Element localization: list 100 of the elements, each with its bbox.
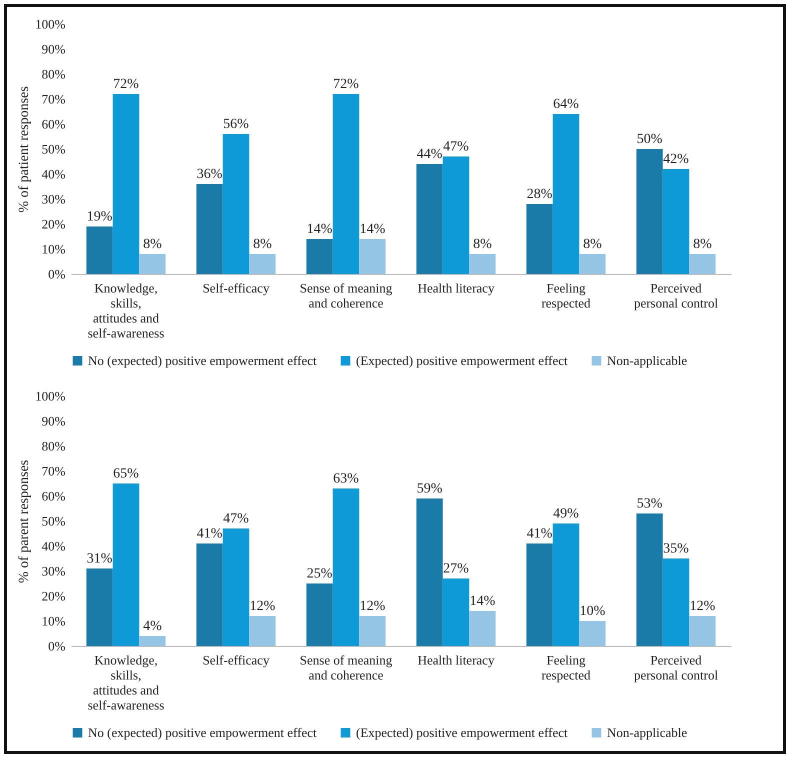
bar — [442, 578, 470, 646]
x-tick-label: Feeling respected — [541, 652, 592, 682]
data-label: 10% — [580, 604, 606, 619]
bar — [112, 94, 140, 274]
legend-label: Non-applicable — [607, 724, 688, 740]
y-tick-label: 40% — [42, 538, 66, 554]
bar — [332, 94, 360, 274]
bar — [526, 544, 553, 646]
bar — [469, 611, 496, 646]
data-label: 8% — [693, 237, 712, 252]
y-tick-label: 70% — [42, 464, 66, 478]
x-tick-label: Perceived personal control — [634, 280, 718, 310]
data-label: 19% — [86, 210, 113, 224]
data-label: 14% — [306, 222, 333, 237]
bar — [139, 254, 166, 274]
bar — [86, 568, 113, 646]
data-label: 8% — [583, 237, 602, 252]
x-tick-label: Sense of meaning and coherence — [300, 280, 393, 310]
bar — [636, 514, 663, 646]
bar — [662, 558, 690, 646]
data-label: 28% — [526, 187, 553, 202]
y-tick-label: 60% — [42, 116, 66, 132]
bar — [196, 544, 223, 646]
y-tick-label: 60% — [42, 488, 66, 504]
bar — [139, 636, 166, 646]
y-axis-title: % of patient responses — [17, 86, 32, 213]
bar — [469, 254, 496, 274]
y-tick-label: 30% — [42, 564, 66, 578]
y-tick-label: 20% — [42, 216, 66, 232]
x-tick-label: Self-efficacy — [202, 652, 270, 668]
data-label: 56% — [223, 117, 250, 132]
bar — [222, 134, 250, 274]
legend-label: (Expected) positive empowerment effect — [356, 352, 568, 368]
legend-label: No (expected) positive empowerment effect — [88, 352, 317, 368]
y-tick-label: 50% — [42, 142, 66, 156]
bar — [662, 169, 690, 274]
data-label: 25% — [306, 566, 333, 582]
y-tick-label: 40% — [42, 166, 66, 182]
bar — [306, 584, 333, 646]
data-label: 31% — [86, 552, 113, 566]
data-label: 41% — [196, 526, 223, 542]
bar — [689, 616, 716, 646]
x-tick-label: Knowledge, skills, attitudes and self-awareness — [88, 652, 164, 712]
y-tick-label: 80% — [42, 66, 66, 82]
x-tick-label: Health literacy — [418, 280, 495, 296]
data-label: 12% — [690, 599, 716, 614]
bar — [86, 226, 113, 274]
data-label: 64% — [553, 97, 580, 112]
data-label: 65% — [113, 466, 140, 482]
data-label: 44% — [416, 147, 443, 162]
data-label: 8% — [143, 237, 162, 252]
data-label: 8% — [473, 237, 492, 252]
bar — [416, 498, 443, 646]
y-tick-label: 0% — [48, 638, 66, 654]
y-tick-label: 20% — [42, 588, 66, 604]
legend-label: No (expected) positive empowerment effect — [88, 724, 317, 740]
bar — [552, 524, 580, 646]
data-label: 47% — [443, 140, 470, 154]
y-axis-title: % of parent responses — [17, 460, 32, 584]
data-label: 59% — [416, 482, 443, 496]
data-label: 35% — [663, 542, 690, 556]
bar — [579, 254, 606, 274]
y-tick-label: 10% — [42, 614, 66, 628]
data-label: 36% — [196, 167, 223, 182]
x-tick-label: Knowledge, skills, attitudes and self-awareness — [88, 280, 164, 340]
data-label: 53% — [636, 496, 663, 512]
x-tick-label: Sense of meaning and coherence — [300, 652, 393, 682]
data-label: 4% — [143, 619, 162, 634]
x-tick-label: Feeling respected — [541, 280, 592, 310]
data-label: 41% — [526, 526, 553, 542]
data-label: 49% — [553, 506, 580, 522]
y-tick-label: 30% — [42, 192, 66, 206]
y-tick-label: 80% — [42, 438, 66, 454]
bar — [196, 184, 223, 274]
bar — [416, 164, 443, 274]
bar — [442, 156, 470, 274]
data-label: 12% — [360, 599, 386, 614]
bar — [112, 484, 140, 646]
data-label: 27% — [443, 562, 470, 576]
bar — [359, 616, 386, 646]
bar — [636, 149, 663, 274]
y-tick-label: 100% — [35, 388, 66, 404]
data-label: 12% — [250, 599, 276, 614]
data-label: 63% — [333, 472, 360, 486]
data-label: 42% — [663, 152, 690, 167]
y-tick-label: 0% — [48, 266, 66, 282]
y-tick-label: 90% — [42, 42, 66, 56]
data-label: 8% — [253, 237, 272, 252]
bar — [222, 528, 250, 646]
x-tick-label: Perceived personal control — [634, 652, 718, 682]
y-tick-label: 90% — [42, 414, 66, 428]
data-label: 14% — [360, 222, 386, 237]
bar — [332, 488, 360, 646]
bar — [249, 616, 276, 646]
y-tick-label: 10% — [42, 242, 66, 256]
bar — [359, 239, 386, 274]
y-tick-label: 50% — [42, 514, 66, 528]
y-tick-label: 100% — [35, 16, 66, 32]
bar — [306, 239, 333, 274]
x-tick-label: Self-efficacy — [202, 280, 270, 296]
